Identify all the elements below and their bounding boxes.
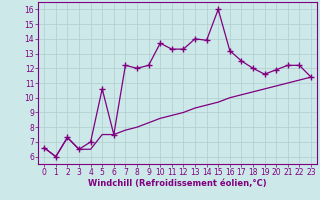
X-axis label: Windchill (Refroidissement éolien,°C): Windchill (Refroidissement éolien,°C) xyxy=(88,179,267,188)
